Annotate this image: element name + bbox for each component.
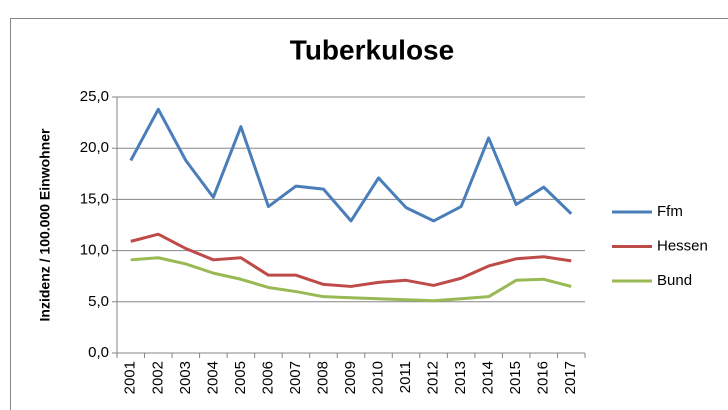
x-tick-label: 2006 [259,361,276,394]
chart-frame [10,18,728,410]
x-tick-label: 2004 [204,361,221,394]
x-tick-label: 2015 [507,361,524,394]
x-tick-label: 2013 [452,361,469,394]
x-tick-label: 2011 [397,361,414,393]
x-tick-label: 2014 [480,361,497,394]
y-tick-label: 10,0 [80,242,109,259]
x-tick-label: 2017 [562,361,579,394]
y-tick-label: 25,0 [80,88,109,105]
line-series [130,256,572,303]
x-tick-label: 2016 [535,361,552,394]
x-tick-label: 2009 [342,361,359,394]
y-tick-label: 20,0 [80,139,109,156]
y-tick-label: 15,0 [80,190,109,207]
legend-label: Ffm [657,203,683,220]
x-tick-label: 2002 [149,361,166,394]
legend-label: Hessen [657,237,708,254]
line-series [130,232,572,288]
y-tick-label: 5,0 [88,293,109,310]
y-axis-label: Inzidenz / 100.000 Einwohner [37,128,53,321]
x-tick-label: 2007 [287,361,304,394]
y-tick-label: 0,0 [88,344,109,361]
x-tick-label: 2008 [314,361,331,394]
legend-label: Bund [657,272,692,289]
x-tick-label: 2001 [122,361,139,394]
x-tick-label: 2012 [425,361,442,394]
line-series [129,107,573,223]
x-tick-label: 2005 [232,361,249,394]
x-tick-label: 2003 [177,361,194,394]
x-tick-label: 2010 [369,361,386,394]
chart-title: Tuberkulose [290,34,454,65]
